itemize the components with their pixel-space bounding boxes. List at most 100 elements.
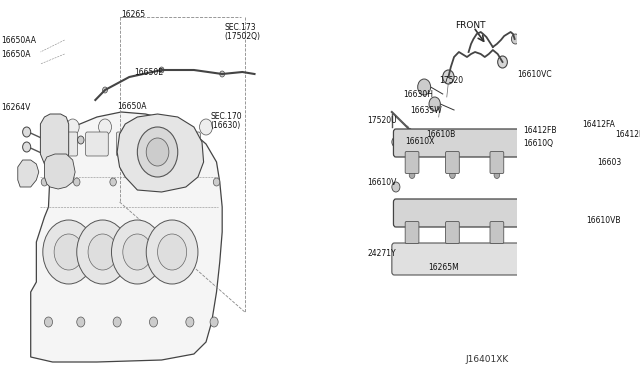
Circle shape	[418, 79, 431, 95]
Polygon shape	[117, 114, 204, 192]
Circle shape	[554, 128, 561, 136]
Text: SEC.170: SEC.170	[210, 112, 242, 121]
Circle shape	[220, 71, 225, 77]
Circle shape	[22, 127, 31, 137]
FancyBboxPatch shape	[531, 151, 544, 173]
Circle shape	[159, 67, 164, 73]
Text: 16635W: 16635W	[410, 106, 442, 115]
Circle shape	[577, 241, 583, 248]
Polygon shape	[40, 114, 68, 167]
Text: FRONT: FRONT	[455, 20, 485, 29]
Circle shape	[392, 182, 400, 192]
FancyBboxPatch shape	[178, 132, 200, 156]
Text: (17502Q): (17502Q)	[225, 32, 260, 41]
Circle shape	[41, 178, 47, 186]
FancyBboxPatch shape	[445, 221, 460, 244]
Circle shape	[577, 171, 583, 179]
Circle shape	[123, 234, 152, 270]
Circle shape	[22, 142, 31, 152]
Circle shape	[409, 171, 415, 179]
Text: 16650AA: 16650AA	[2, 35, 36, 45]
Text: 16610V: 16610V	[367, 177, 397, 186]
Circle shape	[450, 241, 455, 248]
Circle shape	[146, 178, 153, 186]
Circle shape	[157, 234, 187, 270]
Text: 24271Y: 24271Y	[367, 250, 396, 259]
Text: 16650A: 16650A	[117, 102, 147, 110]
Text: 16412FA: 16412FA	[582, 119, 614, 128]
Circle shape	[44, 317, 52, 327]
FancyBboxPatch shape	[445, 151, 460, 173]
Polygon shape	[44, 154, 75, 189]
Circle shape	[213, 178, 220, 186]
FancyBboxPatch shape	[394, 129, 623, 157]
Circle shape	[450, 171, 455, 179]
FancyBboxPatch shape	[116, 132, 139, 156]
Circle shape	[150, 317, 157, 327]
Circle shape	[111, 220, 163, 284]
Circle shape	[146, 220, 198, 284]
FancyBboxPatch shape	[490, 151, 504, 173]
Circle shape	[494, 171, 500, 179]
FancyBboxPatch shape	[392, 243, 615, 275]
Circle shape	[77, 317, 85, 327]
Text: 16610B: 16610B	[426, 129, 455, 138]
FancyBboxPatch shape	[405, 221, 419, 244]
Text: 17520U: 17520U	[367, 115, 397, 125]
FancyBboxPatch shape	[405, 151, 419, 173]
Text: 16412F: 16412F	[616, 129, 640, 138]
Circle shape	[598, 128, 605, 136]
Text: 16650E: 16650E	[134, 67, 163, 77]
Text: 16610VC: 16610VC	[517, 70, 552, 78]
Circle shape	[186, 317, 194, 327]
FancyBboxPatch shape	[86, 132, 108, 156]
FancyBboxPatch shape	[147, 132, 170, 156]
Circle shape	[210, 317, 218, 327]
Circle shape	[534, 241, 540, 248]
Polygon shape	[18, 160, 39, 187]
Circle shape	[99, 119, 111, 135]
FancyBboxPatch shape	[573, 151, 587, 173]
FancyBboxPatch shape	[573, 221, 587, 244]
FancyBboxPatch shape	[531, 221, 544, 244]
Circle shape	[200, 119, 212, 135]
Circle shape	[408, 132, 416, 142]
Circle shape	[596, 220, 603, 228]
Circle shape	[494, 241, 500, 248]
Circle shape	[54, 234, 83, 270]
Circle shape	[182, 178, 189, 186]
Text: 17520: 17520	[438, 76, 463, 84]
Text: 16265M: 16265M	[428, 263, 459, 272]
Circle shape	[102, 87, 108, 93]
Circle shape	[429, 97, 440, 111]
Circle shape	[43, 220, 95, 284]
Text: 16650A: 16650A	[2, 49, 31, 58]
Circle shape	[409, 241, 415, 248]
Circle shape	[511, 34, 520, 44]
Circle shape	[110, 178, 116, 186]
Circle shape	[602, 162, 610, 172]
Circle shape	[443, 70, 454, 84]
FancyBboxPatch shape	[55, 132, 77, 156]
Circle shape	[138, 127, 178, 177]
Text: 16610X: 16610X	[406, 137, 435, 145]
Text: 16610Q: 16610Q	[523, 138, 553, 148]
Text: 16630H: 16630H	[403, 90, 433, 99]
Text: 16265: 16265	[121, 10, 145, 19]
Text: (16630): (16630)	[210, 121, 240, 129]
Circle shape	[77, 220, 129, 284]
Circle shape	[532, 128, 538, 136]
Circle shape	[167, 119, 180, 135]
Circle shape	[67, 119, 79, 135]
FancyBboxPatch shape	[490, 221, 504, 244]
Text: SEC.173: SEC.173	[225, 22, 256, 32]
Circle shape	[534, 171, 540, 179]
Text: 16603: 16603	[597, 157, 621, 167]
Circle shape	[113, 317, 121, 327]
Circle shape	[392, 137, 400, 147]
Circle shape	[146, 138, 169, 166]
Text: 16610VB: 16610VB	[586, 215, 621, 224]
Circle shape	[77, 136, 84, 144]
Circle shape	[74, 178, 80, 186]
Text: 16264V: 16264V	[2, 103, 31, 112]
